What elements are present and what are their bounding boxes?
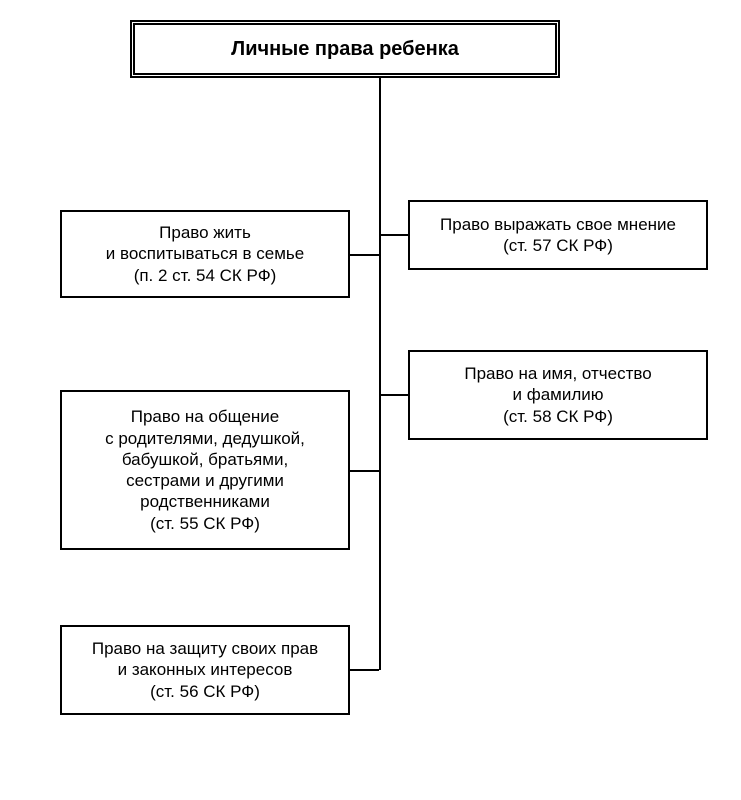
n1-line2: и воспитываться в семье — [106, 243, 304, 264]
node-n2-content: Право на общение с родителями, дедушкой,… — [105, 406, 305, 534]
n2-line2: с родителями, дедушкой, — [105, 428, 305, 449]
title-box: Личные права ребенка — [130, 20, 560, 78]
n5-line1: Право на имя, отчество — [464, 363, 651, 384]
node-n4: Право выражать свое мнение (ст. 57 СК РФ… — [408, 200, 708, 270]
node-n2: Право на общение с родителями, дедушкой,… — [60, 390, 350, 550]
n5-line3: (ст. 58 СК РФ) — [464, 406, 651, 427]
node-n3-content: Право на защиту своих прав и законных ин… — [92, 638, 318, 702]
n2-line6: (ст. 55 СК РФ) — [105, 513, 305, 534]
node-n5: Право на имя, отчество и фамилию (ст. 58… — [408, 350, 708, 440]
n4-line1: Право выражать свое мнение — [440, 214, 676, 235]
n1-line3: (п. 2 ст. 54 СК РФ) — [106, 265, 304, 286]
n2-line4: сестрами и другими — [105, 470, 305, 491]
n2-line3: бабушкой, братьями, — [105, 449, 305, 470]
n3-line2: и законных интересов — [92, 659, 318, 680]
connector-n3 — [350, 669, 379, 671]
node-n3: Право на защиту своих прав и законных ин… — [60, 625, 350, 715]
n1-line1: Право жить — [106, 222, 304, 243]
n2-line5: родственниками — [105, 491, 305, 512]
n5-line2: и фамилию — [464, 384, 651, 405]
n3-line1: Право на защиту своих прав — [92, 638, 318, 659]
connector-n2 — [350, 470, 379, 472]
connector-n5 — [381, 394, 408, 396]
connector-n4 — [381, 234, 408, 236]
n4-line2: (ст. 57 СК РФ) — [440, 235, 676, 256]
node-n1-content: Право жить и воспитываться в семье (п. 2… — [106, 222, 304, 286]
trunk-line — [379, 78, 381, 670]
node-n1: Право жить и воспитываться в семье (п. 2… — [60, 210, 350, 298]
connector-n1 — [350, 254, 379, 256]
diagram-canvas: Личные права ребенка Право жить и воспит… — [0, 0, 741, 800]
node-n4-content: Право выражать свое мнение (ст. 57 СК РФ… — [440, 214, 676, 257]
n2-line1: Право на общение — [105, 406, 305, 427]
node-n5-content: Право на имя, отчество и фамилию (ст. 58… — [464, 363, 651, 427]
n3-line3: (ст. 56 СК РФ) — [92, 681, 318, 702]
title-text: Личные права ребенка — [231, 37, 459, 62]
